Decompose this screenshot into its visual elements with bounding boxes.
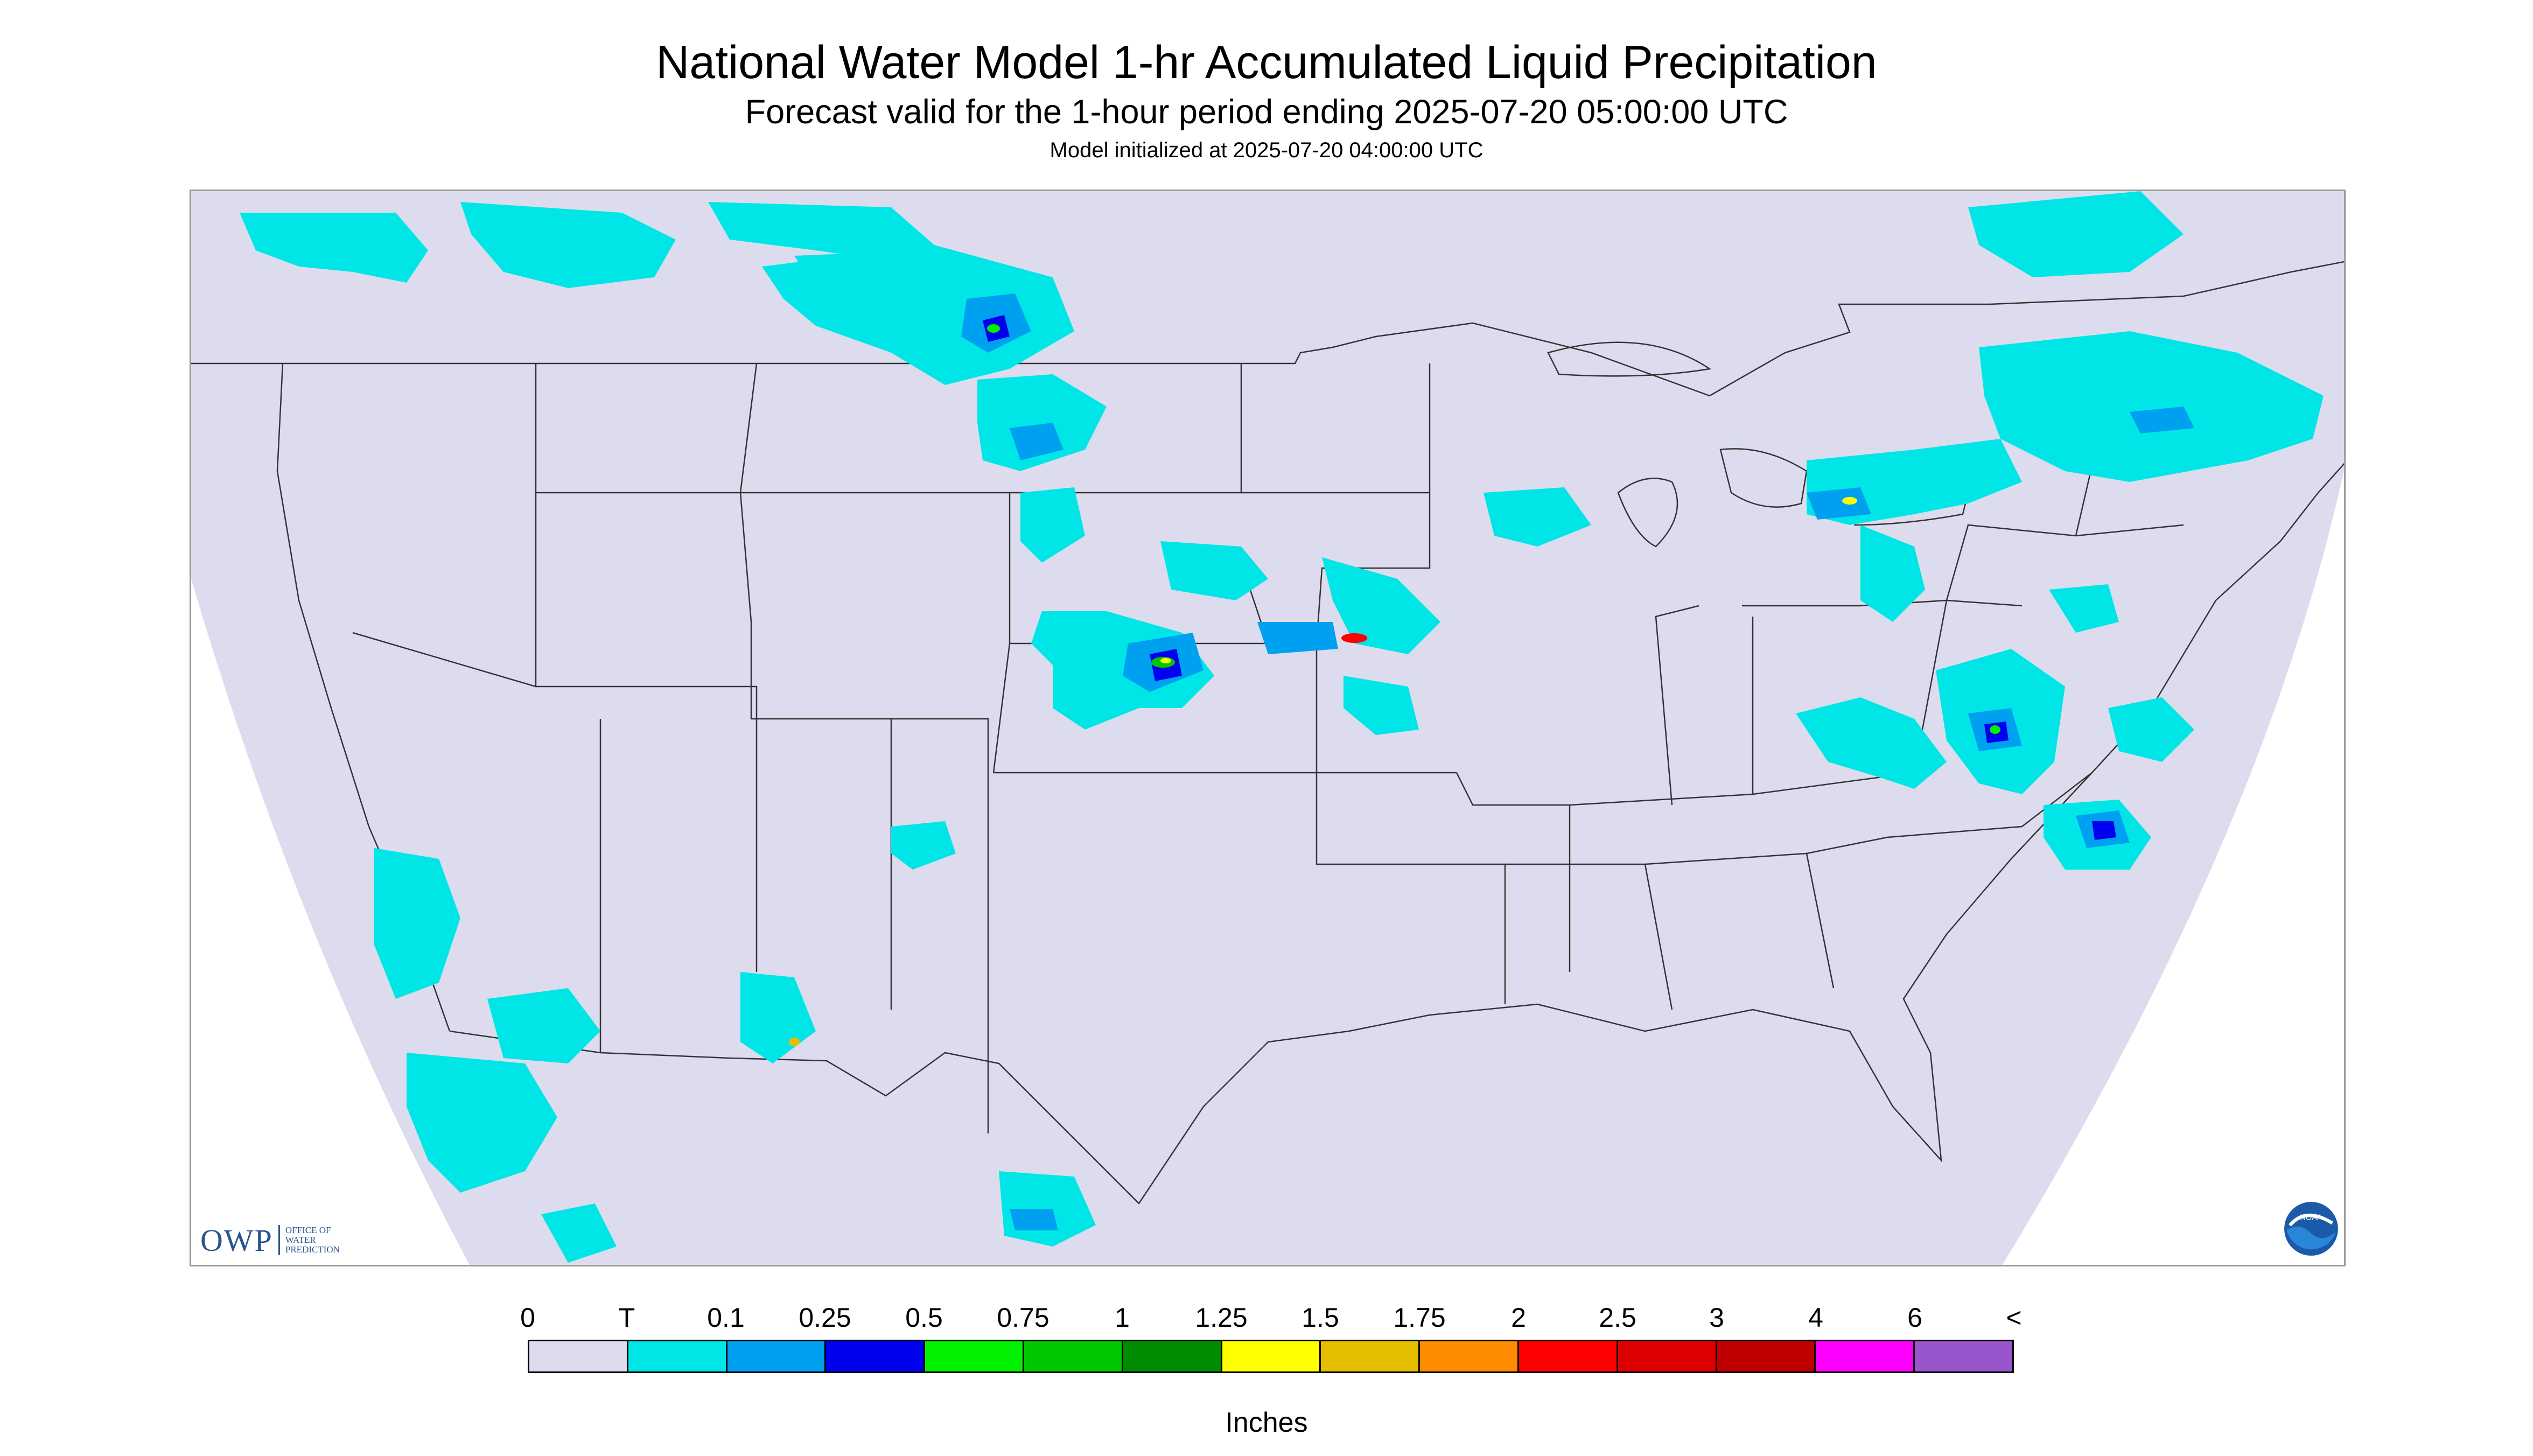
legend-swatch-3 (826, 1341, 926, 1371)
precip-intense-cells (789, 324, 2000, 1046)
map-canvas (191, 191, 2344, 1265)
legend-swatch-5 (1024, 1341, 1123, 1371)
precip-legend: 0 T 0.1 0.25 0.5 0.75 1 1.25 1.5 1.75 2 2.5 3 4 6 < (520, 1302, 2022, 1373)
legend-tick-label: < (2006, 1303, 2022, 1333)
legend-tick-label: 2 (1511, 1303, 1526, 1333)
legend-swatch-11 (1618, 1341, 1717, 1371)
legend-tick-label: 1.25 (1195, 1303, 1248, 1333)
legend-tick-label: 0.75 (997, 1303, 1049, 1333)
map-title: National Water Model 1-hr Accumulated Li… (656, 37, 1877, 88)
legend-labels: 0 T 0.1 0.25 0.5 0.75 1 1.25 1.5 1.75 2 2.5 3 4 6 < (520, 1302, 2022, 1340)
legend-swatch-13 (1816, 1341, 1915, 1371)
legend-tick-label: 0.1 (707, 1303, 745, 1333)
legend-swatch-6 (1123, 1341, 1222, 1371)
legend-swatch-10 (1519, 1341, 1618, 1371)
legend-tick-label: 3 (1709, 1303, 1724, 1333)
legend-swatch-7 (1222, 1341, 1321, 1371)
model-init-time: Model initialized at 2025-07-20 04:00:00… (1049, 138, 1484, 162)
legend-tick-label: 4 (1808, 1303, 1823, 1333)
precip-trace-cells (240, 191, 2324, 1263)
legend-colorbar (528, 1340, 2014, 1373)
owp-logo-mark: OWP (200, 1222, 273, 1258)
legend-tick-label: 1 (1115, 1303, 1130, 1333)
legend-swatch-1 (628, 1341, 727, 1371)
legend-tick-label: 6 (1907, 1303, 1922, 1333)
legend-tick-label: 1.75 (1393, 1303, 1446, 1333)
legend-swatch-2 (727, 1341, 827, 1371)
legend-tick-label: 2.5 (1599, 1303, 1636, 1333)
model-domain (191, 191, 2344, 1265)
legend-units-label: Inches (1225, 1407, 1308, 1438)
legend-tick-label: 0.5 (905, 1303, 943, 1333)
owp-logo: OWP OFFICE OF WATER PREDICTION (200, 1221, 340, 1259)
noaa-logo-icon: NOAA (2284, 1202, 2338, 1256)
noaa-logo-text: NOAA (2300, 1213, 2322, 1222)
legend-swatch-4 (925, 1341, 1024, 1371)
legend-tick-label: 0.25 (799, 1303, 851, 1333)
legend-swatch-0 (529, 1341, 628, 1371)
legend-tick-label: 1.5 (1302, 1303, 1339, 1333)
map-subtitle: Forecast valid for the 1-hour period end… (745, 93, 1788, 131)
owp-logo-text: OFFICE OF WATER PREDICTION (285, 1225, 340, 1255)
legend-swatch-9 (1420, 1341, 1519, 1371)
precip-light-cells (961, 293, 2194, 1230)
precipitation-map (190, 190, 2346, 1266)
owp-logo-divider (278, 1225, 280, 1255)
legend-swatch-8 (1321, 1341, 1421, 1371)
legend-swatch-12 (1717, 1341, 1816, 1371)
legend-tick-label: T (618, 1303, 635, 1333)
legend-tick-label: 0 (520, 1303, 535, 1333)
legend-swatch-14 (1915, 1341, 2012, 1371)
